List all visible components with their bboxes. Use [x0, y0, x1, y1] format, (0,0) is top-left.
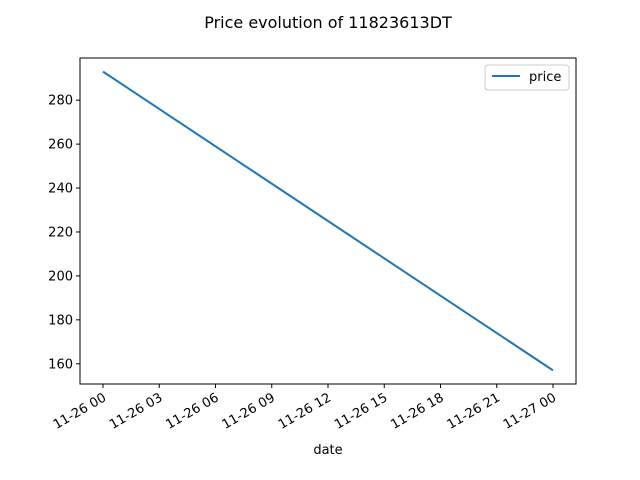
- legend-frame: [484, 64, 570, 91]
- legend-label-price: price: [529, 70, 561, 85]
- y-tick-label: 200: [48, 269, 73, 284]
- x-axis-label: date: [313, 443, 342, 458]
- x-tick-label: 11-26 09: [220, 390, 278, 432]
- y-tick-label: 160: [48, 357, 73, 372]
- legend: price: [484, 64, 570, 91]
- chart-title: Price evolution of 11823613DT: [204, 13, 452, 32]
- x-tick-label: 11-26 15: [332, 390, 390, 432]
- x-tick-label: 11-26 12: [276, 390, 334, 432]
- x-tick-label: 11-26 00: [51, 390, 109, 432]
- x-tick-label: 11-26 21: [445, 390, 503, 432]
- series-line-price: [102, 70, 554, 372]
- plot-frame: [79, 57, 577, 385]
- x-tick-label: 11-27 00: [501, 390, 559, 432]
- y-tick-label: 180: [48, 313, 73, 328]
- y-tick-label: 260: [48, 138, 73, 153]
- y-tick-label: 280: [48, 94, 73, 109]
- x-tick-label: 11-26 18: [388, 390, 446, 432]
- x-tick-label: 11-26 03: [107, 390, 165, 432]
- y-axis: 160 180 200 220 240 260 280: [48, 94, 80, 372]
- plot-lines: [102, 70, 554, 372]
- y-tick-label: 220: [48, 225, 73, 240]
- x-tick-label: 11-26 06: [163, 390, 221, 432]
- y-tick-label: 240: [48, 182, 73, 197]
